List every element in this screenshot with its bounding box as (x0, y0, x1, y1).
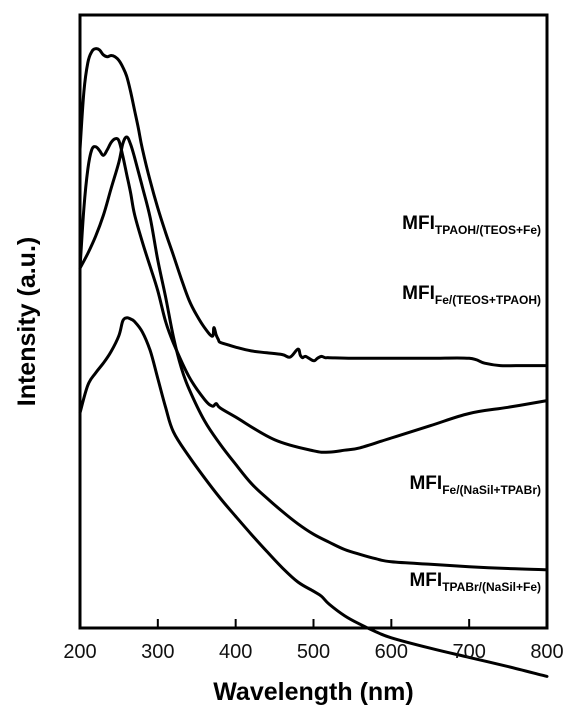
x-axis-tick-labels: 200 300 400 500 600 700 800 (63, 641, 563, 663)
series-label-subscript: TPAOH/(TEOS+Fe) (435, 223, 541, 237)
series-label-subscript: TPABr/(NaSil+Fe) (442, 580, 541, 594)
series-label-main: MFI (409, 570, 442, 591)
series-label-2: MFIFe/(TEOS+TPAOH) (402, 283, 541, 307)
x-axis-title: Wavelength (nm) (213, 678, 413, 706)
series-label-main: MFI (402, 213, 435, 234)
series-label-1: MFITPAOH/(TEOS+Fe) (402, 213, 541, 237)
x-tick-label-500: 500 (297, 641, 330, 663)
x-tick-label-200: 200 (63, 641, 96, 663)
series-label-main: MFI (402, 283, 435, 304)
series-label-main: MFI (409, 473, 442, 494)
series-label-4: MFITPABr/(NaSil+Fe) (409, 570, 541, 594)
series-labels: MFITPAOH/(TEOS+Fe)MFIFe/(TEOS+TPAOH)MFIF… (402, 213, 541, 594)
x-tick-label-400: 400 (219, 641, 252, 663)
series-label-subscript: Fe/(NaSil+TPABr) (442, 483, 541, 497)
x-tick-label-700: 700 (452, 641, 485, 663)
series-line-1 (80, 49, 547, 366)
plot-frame (80, 15, 547, 628)
y-axis-title: Intensity (a.u.) (13, 237, 41, 406)
x-tick-label-300: 300 (141, 641, 174, 663)
series-label-subscript: Fe/(TEOS+TPAOH) (435, 293, 541, 307)
x-tick-label-600: 600 (375, 641, 408, 663)
x-tick-label-800: 800 (530, 641, 563, 663)
series-label-3: MFIFe/(NaSil+TPABr) (409, 473, 541, 497)
